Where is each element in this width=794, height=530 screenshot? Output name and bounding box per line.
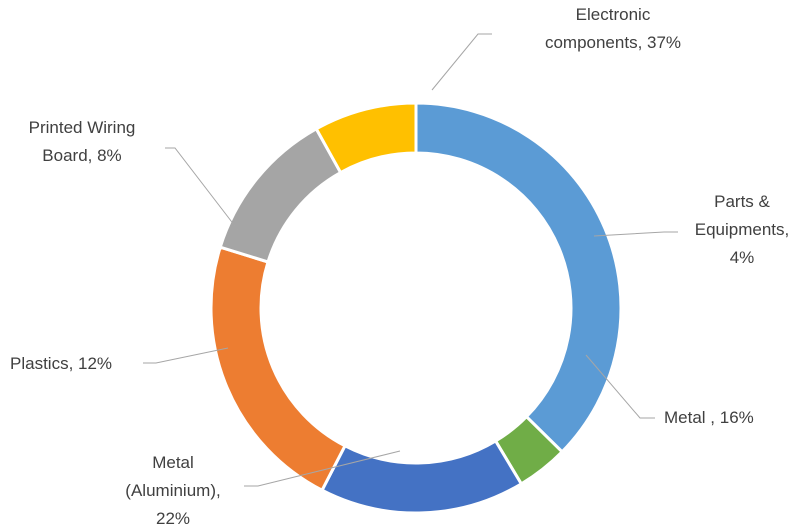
- leader-line-plastics: [143, 347, 229, 364]
- leader-line-printed-wiring-board: [165, 147, 239, 231]
- data-label-metal-aluminium: Metal (Aluminium), 22%: [125, 453, 220, 528]
- data-label-line: Metal , 16%: [664, 408, 754, 427]
- data-label-plastics: Plastics, 12%: [10, 354, 112, 373]
- data-label-metal: Metal , 16%: [664, 408, 754, 427]
- data-label-line: components, 37%: [545, 33, 681, 52]
- leader-line-metal: [585, 354, 655, 419]
- slice-electronic-components: [414, 101, 623, 454]
- data-label-line: Plastics, 12%: [10, 354, 112, 373]
- data-label-parts-equipments: Parts & Equipments, 4%: [695, 192, 790, 267]
- data-label-line: Printed Wiring: [29, 118, 136, 137]
- data-label-line: Equipments,: [695, 220, 790, 239]
- leader-line-metal-aluminium: [244, 450, 401, 487]
- data-labels-group: Electronic components, 37% Parts & Equipmen…: [10, 5, 789, 528]
- slice-metal: [320, 438, 524, 515]
- data-label-line: 4%: [730, 248, 755, 267]
- slice-printed-wiring-board: [314, 101, 418, 175]
- leader-lines-group: [143, 33, 678, 487]
- data-label-electronic-components: Electronic components, 37%: [545, 5, 681, 52]
- data-label-printed-wiring-board: Printed Wiring Board, 8%: [29, 118, 136, 165]
- leader-line-parts-equipments: [593, 231, 678, 237]
- data-label-line: Board, 8%: [42, 146, 121, 165]
- slice-metal-aluminium: [209, 245, 347, 493]
- data-label-line: Electronic: [576, 5, 651, 24]
- slices-group: [209, 101, 623, 515]
- leader-line-electronic-components: [431, 33, 492, 91]
- data-label-line: Parts &: [714, 192, 770, 211]
- slice-plastics: [218, 126, 343, 264]
- data-label-line: Metal: [152, 453, 194, 472]
- data-label-line: (Aluminium),: [125, 481, 220, 500]
- data-label-line: 22%: [156, 509, 190, 528]
